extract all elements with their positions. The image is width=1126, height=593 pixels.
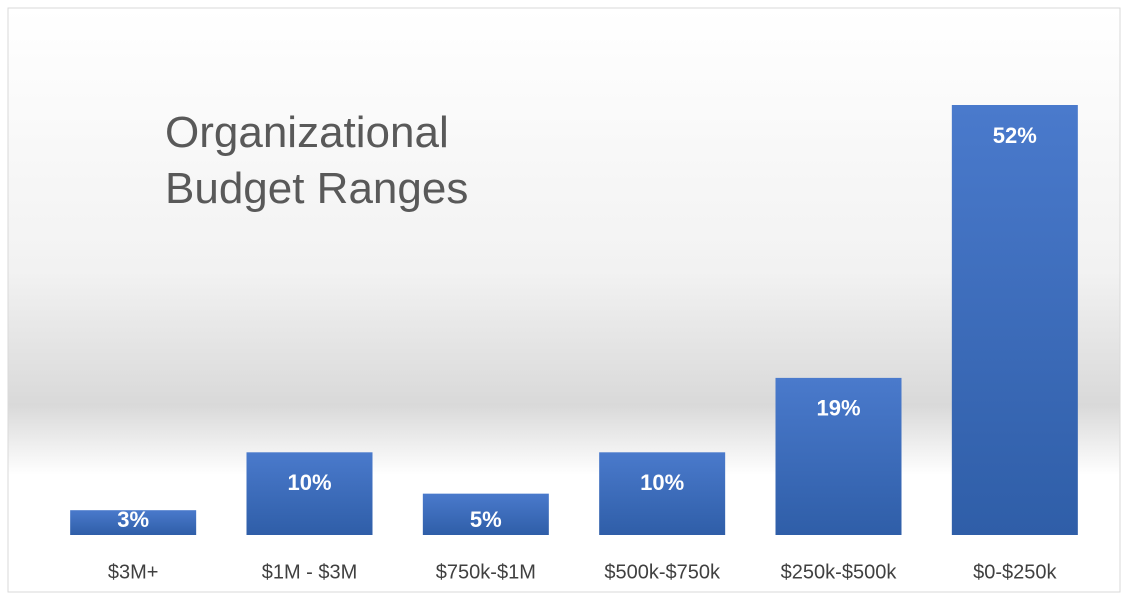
data-label: 3% — [117, 507, 149, 532]
x-tick-label: $750k-$1M — [436, 561, 536, 583]
chart-area — [7, 7, 1121, 593]
data-label: 5% — [470, 507, 502, 532]
bar — [599, 452, 726, 535]
bar — [70, 510, 197, 535]
x-tick-label: $500k-$750k — [604, 561, 721, 583]
x-tick-label: $250k-$500k — [781, 561, 898, 583]
x-tick-label: $0-$250k — [973, 561, 1057, 583]
bar — [246, 452, 373, 535]
data-label: 10% — [640, 470, 684, 495]
chart-title: Organizational Budget Ranges — [165, 108, 469, 213]
x-tick-label: $3M+ — [108, 561, 159, 583]
x-tick-label: $1M - $3M — [262, 561, 358, 583]
data-label: 52% — [993, 123, 1037, 148]
bar — [951, 105, 1078, 535]
bar — [422, 493, 549, 535]
data-label: 19% — [816, 396, 860, 421]
bar — [775, 377, 902, 535]
data-label: 10% — [287, 470, 331, 495]
